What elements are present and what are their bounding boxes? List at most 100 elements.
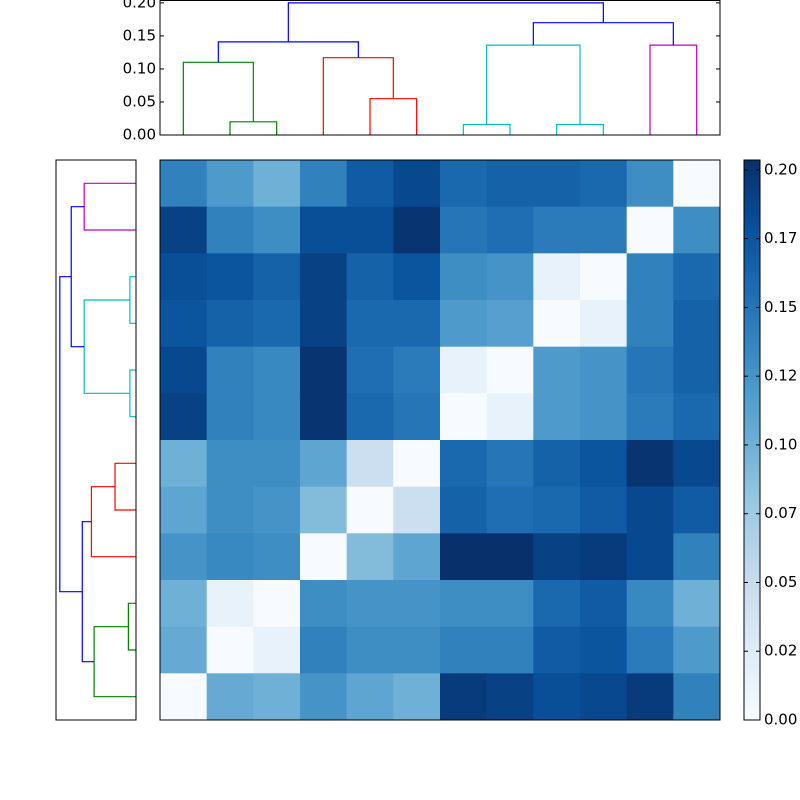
- heatmap-cell: [346, 346, 394, 394]
- heatmap-cell: [533, 486, 581, 534]
- colorbar-tick-label: 0.07: [764, 504, 797, 522]
- heatmap-cell: [300, 440, 348, 488]
- heatmap-cell: [253, 673, 301, 721]
- dendrogram-link: [287, 2, 604, 42]
- heatmap-cell: [486, 206, 534, 254]
- heatmap-cell: [486, 253, 534, 301]
- heatmap-cell: [580, 300, 628, 348]
- heatmap-cell: [206, 440, 254, 488]
- heatmap-cell: [533, 673, 581, 721]
- heatmap-cell: [393, 486, 441, 534]
- heatmap-cell: [160, 300, 208, 348]
- heatmap-cell: [300, 346, 348, 394]
- heatmap-cell: [486, 673, 534, 721]
- heatmap-cell: [393, 673, 441, 721]
- dendrogram-link: [59, 276, 83, 593]
- heatmap-cell: [300, 486, 348, 534]
- heatmap-cell: [580, 626, 628, 674]
- heatmap-cell: [440, 440, 488, 488]
- heatmap-cell: [253, 486, 301, 534]
- heatmap-cell: [440, 626, 488, 674]
- heatmap-cell: [300, 253, 348, 301]
- axes-frame: [159, 159, 721, 721]
- heatmap-cell: [440, 580, 488, 628]
- heatmap-cell: [533, 440, 581, 488]
- heatmap-cell: [206, 253, 254, 301]
- heatmap-cell: [206, 206, 254, 254]
- heatmap-cell: [673, 626, 721, 674]
- heatmap-cell: [440, 160, 488, 208]
- heatmap-cell: [346, 393, 394, 441]
- heatmap-cell: [393, 533, 441, 581]
- colorbar-frame: [743, 159, 761, 721]
- heatmap-cell: [253, 626, 301, 674]
- heatmap-cell: [160, 160, 208, 208]
- heatmap-cell: [160, 346, 208, 394]
- heatmap-cell: [300, 393, 348, 441]
- heatmap-cell: [440, 533, 488, 581]
- y-tick-label: 0.00: [123, 126, 156, 144]
- heatmap-cell: [533, 300, 581, 348]
- heatmap-cell: [346, 206, 394, 254]
- heatmap-cell: [626, 393, 674, 441]
- axes-frame: [55, 159, 137, 721]
- heatmap-cell: [206, 346, 254, 394]
- heatmap-cell: [206, 486, 254, 534]
- heatmap-cell: [160, 486, 208, 534]
- heatmap-cell: [160, 673, 208, 721]
- heatmap-cell: [673, 393, 721, 441]
- heatmap-cell: [346, 626, 394, 674]
- heatmap-cell: [486, 626, 534, 674]
- heatmap-cell: [533, 533, 581, 581]
- heatmap-cell: [580, 673, 628, 721]
- heatmap-cell: [673, 440, 721, 488]
- heatmap-cell: [580, 206, 628, 254]
- heatmap-cell: [673, 160, 721, 208]
- heatmap-cell: [486, 346, 534, 394]
- colorbar-tick-label: 0.10: [764, 435, 797, 453]
- heatmap-cell: [160, 533, 208, 581]
- heatmap-cell: [253, 253, 301, 301]
- heatmap-cell: [160, 626, 208, 674]
- heatmap-cell: [393, 253, 441, 301]
- heatmap-cell: [160, 580, 208, 628]
- heatmap-cell: [393, 440, 441, 488]
- left-dendrogram: [55, 159, 137, 721]
- heatmap: [159, 159, 721, 721]
- heatmap-cell: [673, 300, 721, 348]
- heatmap-cell: [673, 486, 721, 534]
- heatmap-cell: [393, 626, 441, 674]
- heatmap-cell: [440, 393, 488, 441]
- heatmap-cell: [393, 346, 441, 394]
- heatmap-cell: [440, 673, 488, 721]
- heatmap-cell: [533, 160, 581, 208]
- heatmap-cell: [486, 486, 534, 534]
- heatmap-cell: [440, 346, 488, 394]
- heatmap-cell: [253, 206, 301, 254]
- heatmap-cell: [393, 580, 441, 628]
- heatmap-cell: [626, 533, 674, 581]
- heatmap-cell: [580, 486, 628, 534]
- heatmap-cell: [673, 533, 721, 581]
- heatmap-cell: [346, 533, 394, 581]
- heatmap-cell: [253, 160, 301, 208]
- heatmap-cell: [580, 253, 628, 301]
- heatmap-cell: [300, 673, 348, 721]
- heatmap-cell: [486, 160, 534, 208]
- heatmap-cell: [533, 580, 581, 628]
- heatmap-cell: [300, 300, 348, 348]
- heatmap-cell: [206, 533, 254, 581]
- heatmap-cell: [160, 206, 208, 254]
- heatmap-cell: [206, 626, 254, 674]
- colorbar-tick-label: 0.12: [764, 367, 797, 385]
- heatmap-cell: [580, 160, 628, 208]
- heatmap-cell: [673, 673, 721, 721]
- heatmap-cell: [580, 393, 628, 441]
- top-dendrogram: 0.00 0.05 0.10 0.15 0.20: [123, 0, 721, 144]
- heatmap-cell: [300, 160, 348, 208]
- heatmap-cell: [160, 440, 208, 488]
- heatmap-cell: [300, 533, 348, 581]
- heatmap-cell: [393, 393, 441, 441]
- heatmap-cell: [626, 486, 674, 534]
- heatmap-cell: [580, 440, 628, 488]
